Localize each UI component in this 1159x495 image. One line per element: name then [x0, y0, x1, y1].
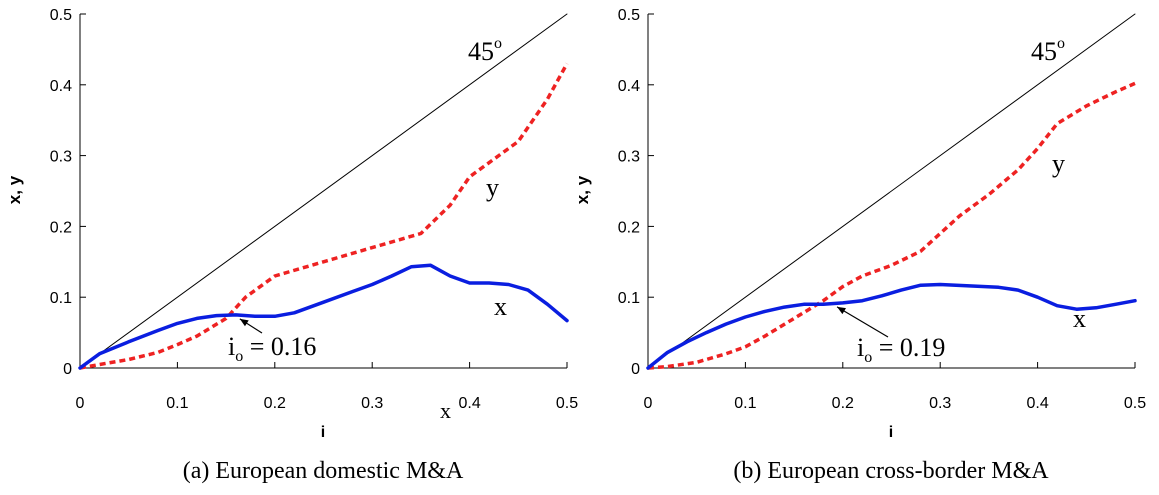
y-axis-label: x, y: [573, 175, 592, 204]
x-tick-label: 0.3: [929, 395, 951, 412]
y-tick-label: 0: [63, 361, 72, 378]
series-y-line: [79, 62, 569, 370]
y-tick-label: 0.5: [50, 7, 72, 24]
axes: [79, 14, 567, 369]
x-tick-label: 0.4: [1026, 395, 1048, 412]
x-tick-label: 0.5: [556, 395, 578, 412]
series-45-degree-line: [647, 13, 1136, 369]
y-tick-label: 0.4: [50, 78, 72, 95]
series-group: [78, 13, 569, 370]
annotation-label: io = 0.16: [228, 332, 316, 365]
panel-b-caption: (b) European cross-border M&A: [733, 458, 1049, 484]
x-tick-label: 0.3: [361, 395, 383, 412]
x-axis-label: i: [889, 424, 893, 441]
y-tick-label: 0.4: [618, 78, 640, 95]
ticks: 0 0.1 0.2 0.3 0.4 0.5 0 0.1 0.2 0.3 0.4 0.5: [618, 7, 1146, 412]
series-x-line: [78, 263, 569, 370]
x-tick-label: 0.4: [458, 395, 480, 412]
y-tick-label: 0.5: [618, 7, 640, 24]
y-tick-label: 0.2: [50, 219, 72, 236]
x-tick-label: 0: [644, 395, 653, 412]
panel-a: 0 0.1 0.2 0.3 0.4 0.500.10.20.30.40.5 i x, y …: [5, 7, 578, 484]
series-45-degree-line: [79, 13, 568, 369]
ticks: 0 0.1 0.2 0.3 0.4 0.5 0 0.1 0.2 0.3 0.4 0.5: [50, 7, 578, 412]
x-tick-label: 0.1: [734, 395, 756, 412]
axes: [647, 14, 1135, 369]
series-label-x: x: [494, 292, 507, 321]
x-axis-label: i: [321, 424, 325, 441]
panel-b: 0 0.1 0.2 0.3 0.4 0.500.10.20.30.40.5 i x, y …: [573, 7, 1146, 484]
series-x-line: [646, 282, 1137, 370]
annotation-arrow: [836, 306, 889, 338]
y-tick-label: 0.3: [618, 149, 640, 166]
series-labels: 45o y x: [1031, 35, 1086, 333]
x-tick-label: 0.1: [166, 395, 188, 412]
x-tick-label: 0.2: [264, 395, 286, 412]
y-tick-label: 0.1: [618, 290, 640, 307]
series-label-y: y: [486, 173, 499, 202]
y-tick-label: 0.3: [50, 149, 72, 166]
annotation-arrowhead: [239, 318, 249, 327]
x-tick-label: 0.2: [832, 395, 854, 412]
annotation-arrowhead: [837, 306, 846, 315]
annotation: io = 0.16: [228, 318, 316, 365]
series-label-x: x: [1073, 304, 1086, 333]
annotation-label: io = 0.19: [857, 333, 945, 366]
series-labels: 45o y x: [468, 35, 507, 321]
series-label-45: 45o: [468, 35, 502, 66]
y-tick-label: 0.1: [50, 290, 72, 307]
series-label-45: 45o: [1031, 35, 1065, 66]
y-tick-label: 0.2: [618, 219, 640, 236]
annotation: io = 0.19: [836, 306, 945, 366]
panel-a-caption: (a) European domestic M&A: [183, 458, 464, 484]
series-label-y: y: [1052, 149, 1065, 178]
y-tick-label: 0: [631, 361, 640, 378]
x-tick-label: 0: [76, 395, 85, 412]
y-axis-label: x, y: [5, 175, 24, 204]
x-tick-label: 0.5: [1124, 395, 1146, 412]
series-group: [646, 13, 1137, 370]
stray-x-tick-text: x: [440, 398, 451, 423]
